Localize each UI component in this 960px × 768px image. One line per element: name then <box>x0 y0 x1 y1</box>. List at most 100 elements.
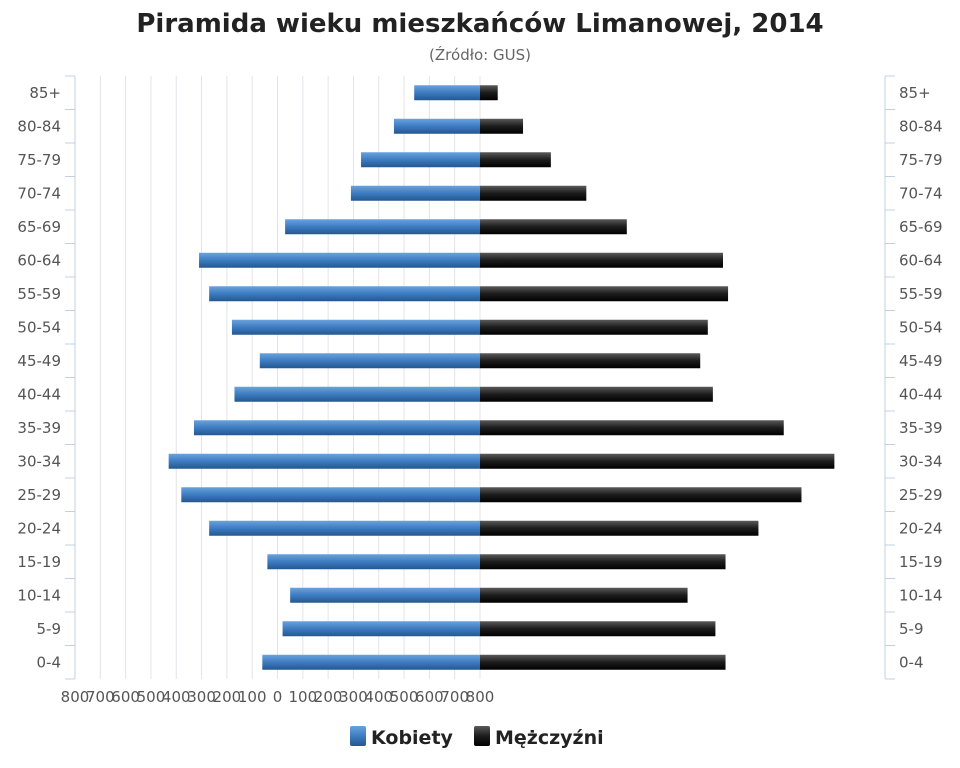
bar-kobiety[interactable] <box>199 252 480 268</box>
right-category-label: 25-29 <box>899 486 943 504</box>
bar-kobiety[interactable] <box>181 487 480 503</box>
x-tick-label: 300 <box>187 688 216 706</box>
chart-subtitle: (Źródło: GUS) <box>429 45 531 64</box>
x-tick-label: 800 <box>466 688 495 706</box>
left-category-label: 70-74 <box>17 184 61 202</box>
x-tick-label: 400 <box>162 688 191 706</box>
bar-mezczyzni[interactable] <box>480 152 551 168</box>
bar-mezczyzni[interactable] <box>480 621 716 637</box>
bar-kobiety[interactable] <box>168 453 480 469</box>
bar-mezczyzni[interactable] <box>480 420 784 436</box>
right-category-label: 85+ <box>899 84 931 102</box>
bar-kobiety[interactable] <box>193 420 480 436</box>
legend-label-mezczyzni: Mężczyźni <box>495 727 604 749</box>
x-tick-label: 600 <box>415 688 444 706</box>
bar-kobiety[interactable] <box>361 152 480 168</box>
bar-mezczyzni[interactable] <box>480 252 723 268</box>
x-tick-label: 700 <box>86 688 115 706</box>
right-category-label: 45-49 <box>899 352 943 370</box>
left-category-label: 55-59 <box>17 285 61 303</box>
right-category-label: 40-44 <box>899 385 943 403</box>
right-category-label: 55-59 <box>899 285 943 303</box>
bar-kobiety[interactable] <box>350 185 480 201</box>
left-category-label: 60-64 <box>17 251 61 269</box>
bar-mezczyzni[interactable] <box>480 386 713 402</box>
legend-item-mezczyzni[interactable]: Mężczyźni <box>474 726 604 749</box>
x-tick-label: 300 <box>339 688 368 706</box>
left-category-label: 30-34 <box>17 452 61 470</box>
right-category-label: 80-84 <box>899 117 943 135</box>
legend-swatch-mezczyzni <box>474 726 490 746</box>
axes <box>65 75 895 680</box>
bar-kobiety[interactable] <box>267 554 480 570</box>
bar-mezczyzni[interactable] <box>480 554 726 570</box>
bar-kobiety[interactable] <box>282 621 480 637</box>
bar-mezczyzni[interactable] <box>480 453 835 469</box>
x-tick-label: 700 <box>440 688 469 706</box>
right-category-label: 35-39 <box>899 419 943 437</box>
bars <box>168 85 835 670</box>
x-tick-label: 100 <box>288 688 317 706</box>
x-tick-label: 600 <box>111 688 140 706</box>
x-tick-label: 100 <box>238 688 267 706</box>
bar-mezczyzni[interactable] <box>480 319 708 335</box>
right-category-label: 70-74 <box>899 184 943 202</box>
bar-kobiety[interactable] <box>234 386 480 402</box>
bar-mezczyzni[interactable] <box>480 587 688 603</box>
right-category-label: 15-19 <box>899 553 943 571</box>
left-category-label: 25-29 <box>17 486 61 504</box>
bar-kobiety[interactable] <box>285 219 480 235</box>
bar-kobiety[interactable] <box>209 286 480 302</box>
bar-kobiety[interactable] <box>393 118 480 134</box>
right-category-label: 65-69 <box>899 218 943 236</box>
left-category-label: 45-49 <box>17 352 61 370</box>
right-category-label: 10-14 <box>899 586 943 604</box>
legend-item-kobiety[interactable]: Kobiety <box>350 726 454 749</box>
left-category-label: 0-4 <box>37 653 62 671</box>
chart-title: Piramida wieku mieszkańców Limanowej, 20… <box>136 9 823 39</box>
bar-mezczyzni[interactable] <box>480 185 587 201</box>
bar-mezczyzni[interactable] <box>480 353 701 369</box>
left-category-label: 80-84 <box>17 117 61 135</box>
left-category-label: 85+ <box>29 84 61 102</box>
right-category-label: 50-54 <box>899 318 943 336</box>
left-category-label: 20-24 <box>17 519 61 537</box>
left-category-label: 40-44 <box>17 385 61 403</box>
bar-kobiety[interactable] <box>290 587 480 603</box>
bar-kobiety[interactable] <box>259 353 480 369</box>
right-category-label: 5-9 <box>899 620 924 638</box>
bar-kobiety[interactable] <box>262 654 480 670</box>
bar-mezczyzni[interactable] <box>480 520 759 536</box>
bar-kobiety[interactable] <box>231 319 480 335</box>
left-category-label: 35-39 <box>17 419 61 437</box>
grid-lines <box>74 76 481 679</box>
left-category-label: 65-69 <box>17 218 61 236</box>
bar-kobiety[interactable] <box>209 520 480 536</box>
x-tick-label: 0 <box>273 688 283 706</box>
x-tick-label: 500 <box>137 688 166 706</box>
right-category-label: 75-79 <box>899 151 943 169</box>
right-category-label: 60-64 <box>899 251 943 269</box>
left-category-label: 75-79 <box>17 151 61 169</box>
legend: Kobiety Mężczyźni <box>350 726 604 749</box>
left-category-label: 15-19 <box>17 553 61 571</box>
bar-mezczyzni[interactable] <box>480 219 627 235</box>
bar-kobiety[interactable] <box>414 85 480 101</box>
bar-mezczyzni[interactable] <box>480 85 498 101</box>
x-tick-label: 200 <box>314 688 343 706</box>
right-category-label: 0-4 <box>899 653 924 671</box>
bar-mezczyzni[interactable] <box>480 654 726 670</box>
left-category-label: 10-14 <box>17 586 61 604</box>
bar-mezczyzni[interactable] <box>480 286 729 302</box>
right-category-label: 20-24 <box>899 519 943 537</box>
bar-mezczyzni[interactable] <box>480 487 802 503</box>
bar-mezczyzni[interactable] <box>480 118 524 134</box>
x-tick-label: 800 <box>61 688 90 706</box>
left-category-label: 50-54 <box>17 318 61 336</box>
x-tick-label: 400 <box>364 688 393 706</box>
legend-label-kobiety: Kobiety <box>371 727 454 749</box>
right-category-label: 30-34 <box>899 452 943 470</box>
left-category-label: 5-9 <box>37 620 62 638</box>
